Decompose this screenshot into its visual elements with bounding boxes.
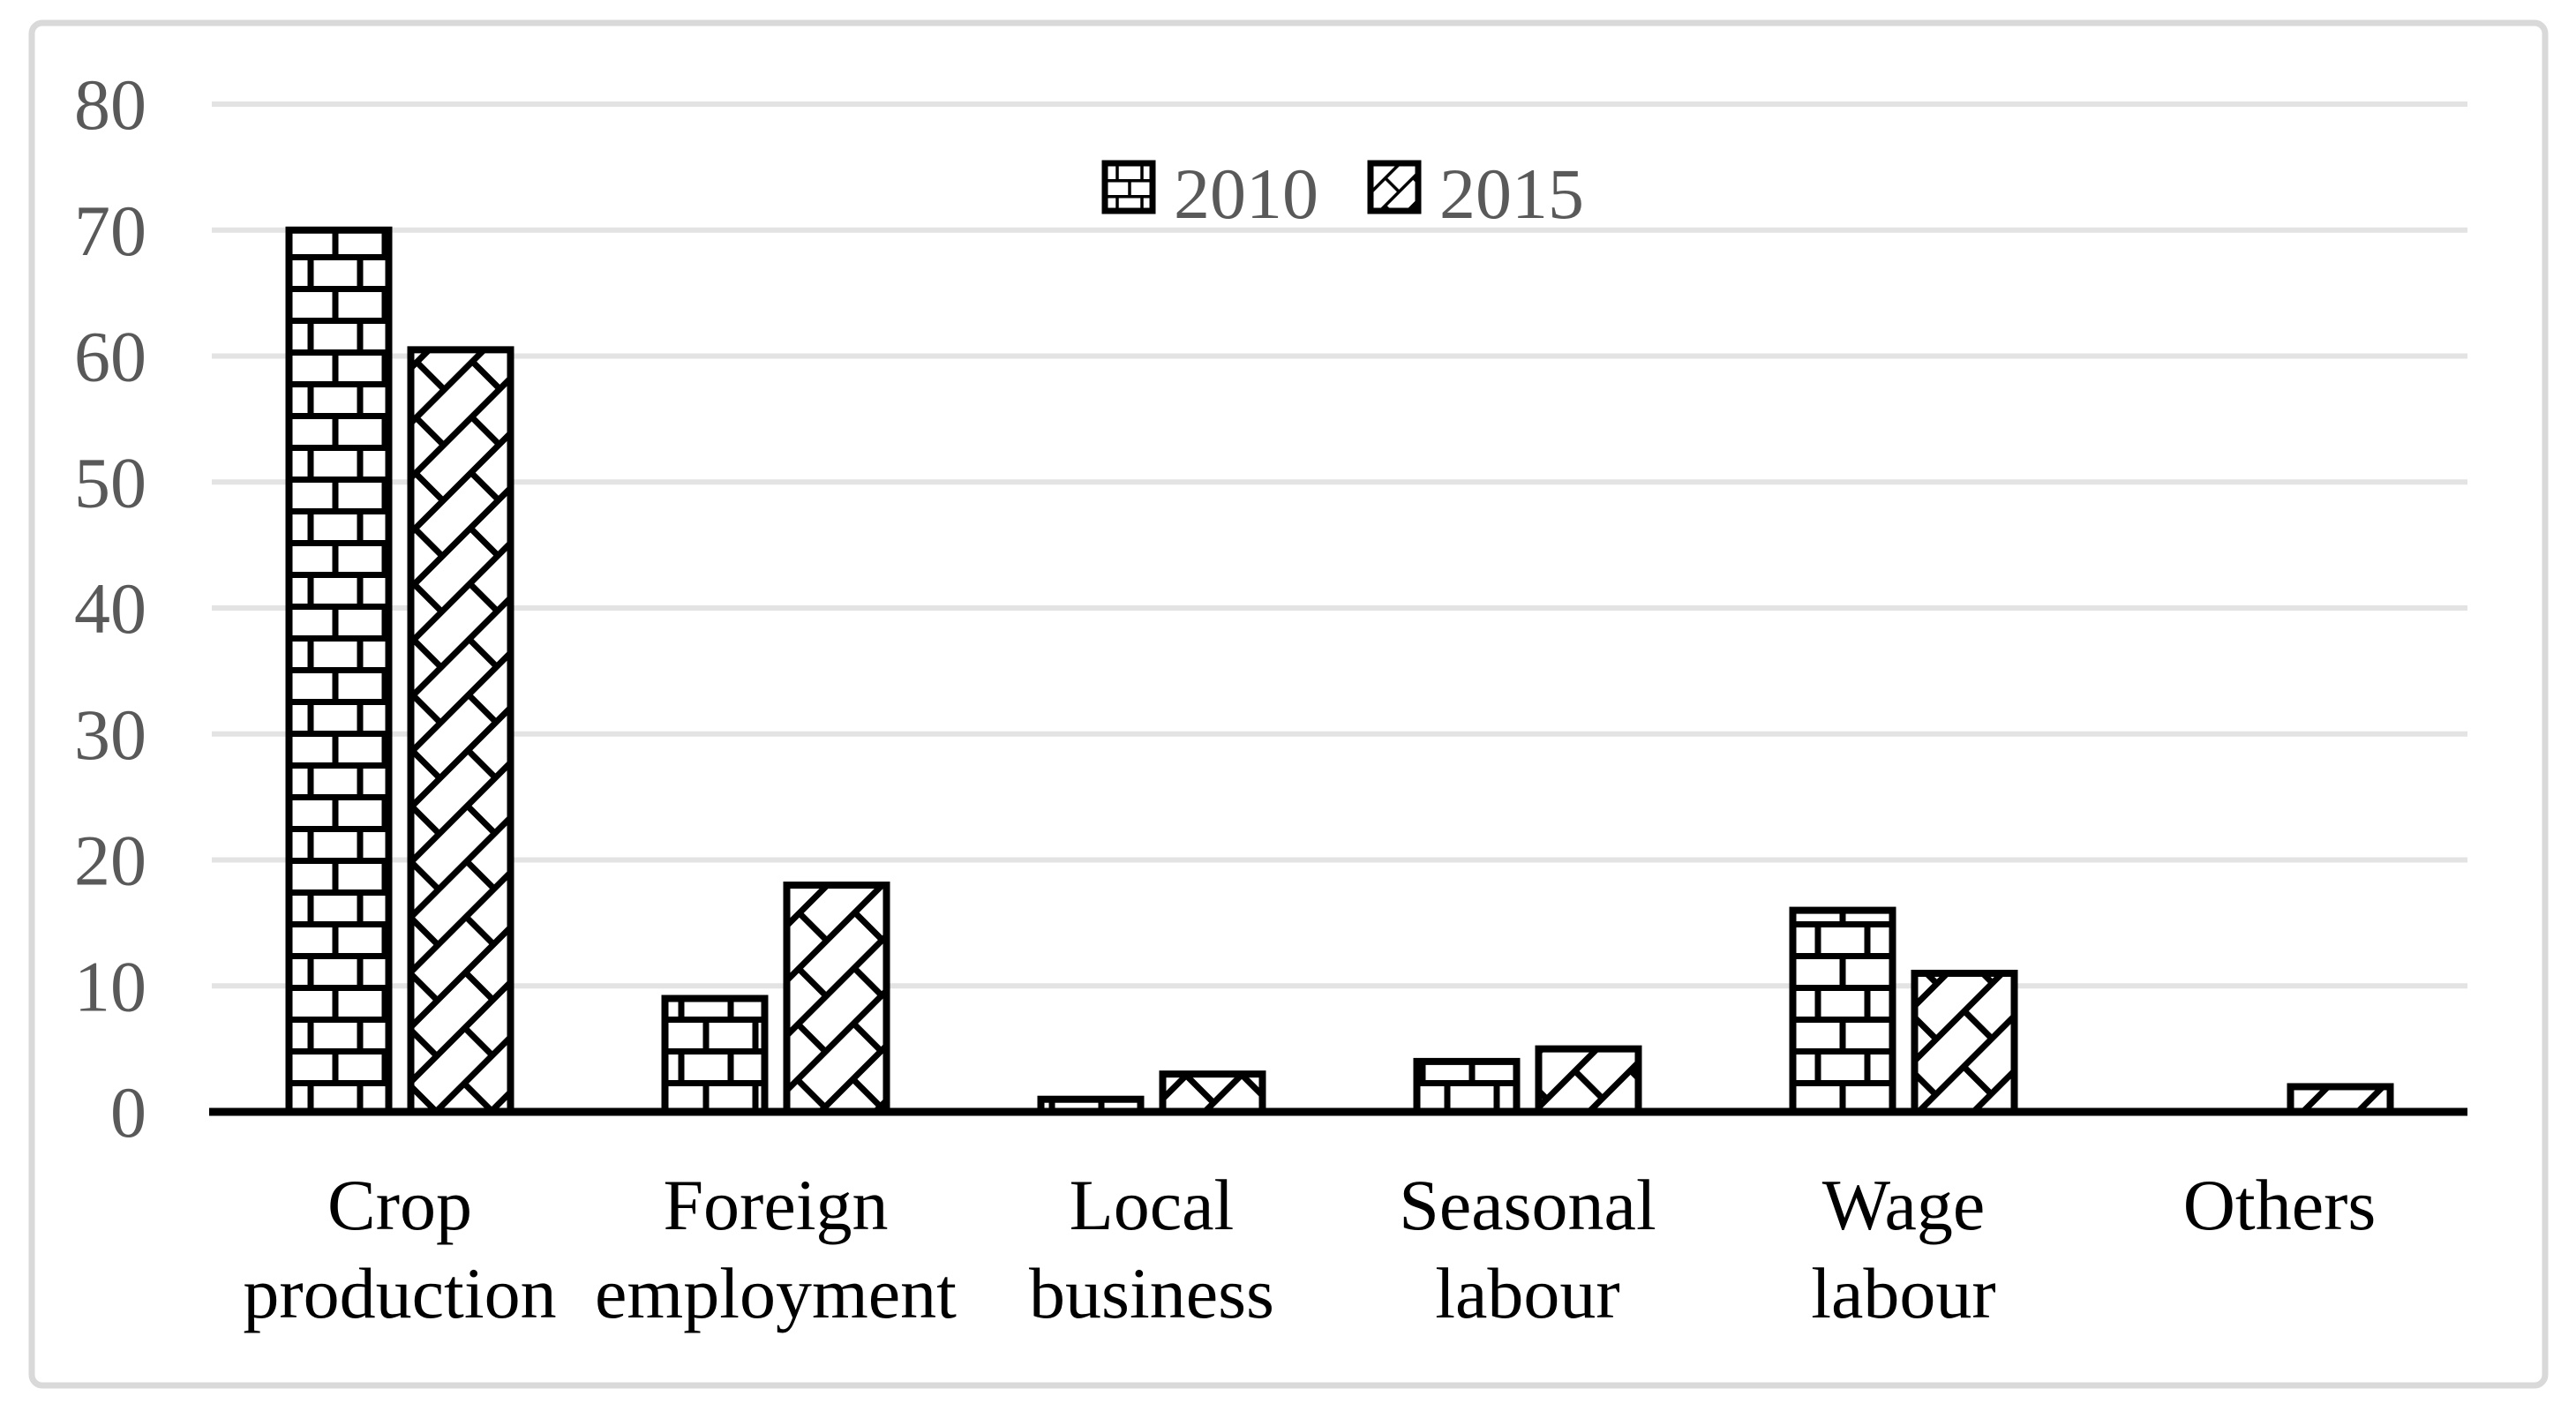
bar-2015-local-business (1159, 1070, 1266, 1116)
legend-swatch-2015 (1367, 160, 1422, 214)
y-tick-label: 80 (74, 64, 146, 145)
legend-label-2015: 2015 (1439, 154, 1584, 234)
y-tick-label: 10 (74, 946, 146, 1026)
bar-2010-wage-labour (1789, 906, 1896, 1115)
category-label-line: production (243, 1253, 556, 1333)
y-tick-label: 20 (74, 821, 146, 901)
bar-2010-foreign-employment (661, 994, 769, 1116)
y-tick-label: 50 (74, 442, 146, 522)
category-label-line: Others (2183, 1165, 2377, 1245)
category-label-line: labour (1435, 1253, 1619, 1333)
category-label-line: Crop (327, 1165, 472, 1245)
category-label-line: Wage (1822, 1165, 1986, 1245)
y-tick-label: 0 (110, 1072, 146, 1152)
legend: 2010 2015 (1101, 154, 1584, 234)
category-label-line: business (1029, 1253, 1274, 1333)
category-label-line: labour (1811, 1253, 1995, 1333)
y-tick-label: 60 (74, 317, 146, 397)
category-label-line: employment (595, 1253, 957, 1333)
legend-swatch-2010 (1101, 160, 1156, 214)
bar-2015-seasonal-labour (1535, 1045, 1642, 1115)
category-label-line: Foreign (663, 1165, 888, 1245)
bars (285, 226, 2394, 1116)
category-label-line: Local (1070, 1165, 1235, 1245)
bar-2015-crop-production (407, 346, 514, 1115)
y-tick-label: 70 (74, 191, 146, 271)
category-label-line: Seasonal (1399, 1165, 1656, 1245)
bar-2015-wage-labour (1911, 969, 2018, 1115)
gridlines (212, 101, 2467, 989)
legend-label-2010: 2010 (1174, 154, 1318, 234)
y-tick-label: 40 (74, 568, 146, 649)
bar-2010-crop-production (285, 226, 393, 1115)
y-tick-label: 30 (74, 694, 146, 775)
bar-2010-seasonal-labour (1413, 1057, 1521, 1116)
bar-2015-foreign-employment (783, 882, 890, 1115)
y-axis-labels: 0 10 20 30 40 50 60 70 80 (74, 64, 146, 1152)
